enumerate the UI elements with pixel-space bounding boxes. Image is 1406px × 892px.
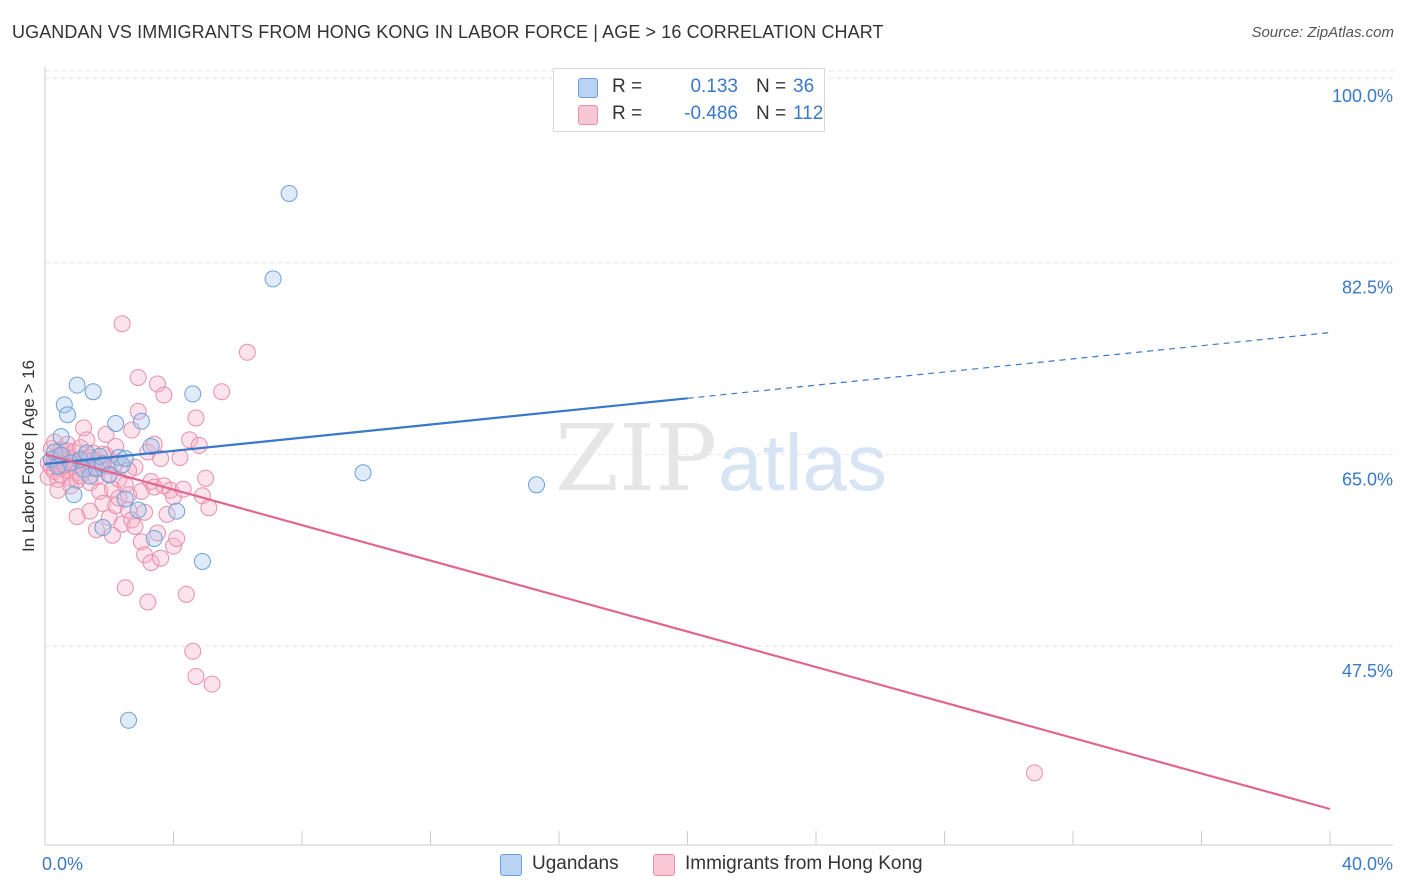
legend-n-label: N = bbox=[756, 103, 787, 124]
point-ugandans bbox=[55, 396, 73, 414]
point-hong-kong bbox=[123, 421, 141, 439]
point-hong-kong bbox=[94, 494, 112, 512]
point-ugandans bbox=[168, 502, 186, 520]
axis-layer: 47.5% 65.0% 82.5% 100.0% bbox=[44, 66, 1393, 846]
legend-r-label: R = bbox=[612, 103, 643, 124]
x-tick-label-min: 0.0% bbox=[42, 854, 83, 874]
trend-line-ugandans bbox=[44, 397, 688, 466]
point-hong-kong bbox=[116, 579, 134, 597]
point-hong-kong bbox=[238, 343, 256, 361]
point-hong-kong bbox=[168, 529, 186, 547]
point-ugandans bbox=[58, 406, 76, 424]
point-hong-kong bbox=[148, 524, 166, 542]
point-hong-kong bbox=[113, 315, 131, 333]
point-hong-kong bbox=[136, 503, 154, 521]
point-ugandans bbox=[94, 519, 112, 537]
point-hong-kong bbox=[190, 436, 208, 454]
point-hong-kong bbox=[68, 508, 86, 526]
point-ugandans bbox=[132, 412, 150, 430]
point-ugandans bbox=[52, 428, 70, 446]
source-credit: Source: ZipAtlas.com bbox=[1251, 24, 1394, 41]
point-hong-kong bbox=[187, 667, 205, 685]
point-hong-kong bbox=[197, 469, 215, 487]
point-ugandans bbox=[84, 383, 102, 401]
point-ugandans bbox=[68, 376, 86, 394]
y-tick-label: 47.5% bbox=[1342, 661, 1393, 681]
point-hong-kong bbox=[139, 593, 157, 611]
point-hong-kong bbox=[155, 386, 173, 404]
point-hong-kong bbox=[129, 368, 147, 386]
point-ugandans bbox=[65, 486, 83, 504]
point-hong-kong bbox=[177, 585, 195, 603]
point-ugandans bbox=[280, 184, 298, 202]
point-ugandans bbox=[145, 529, 163, 547]
legend-swatch-hong-kong bbox=[578, 105, 598, 125]
y-tick-label: 82.5% bbox=[1342, 278, 1393, 298]
point-hong-kong bbox=[132, 533, 150, 551]
legend-r-value: -0.486 bbox=[684, 103, 738, 124]
trend-layer bbox=[44, 331, 1331, 811]
bottom-legend-swatch-ugandans bbox=[500, 854, 522, 876]
point-ugandans bbox=[142, 437, 160, 455]
point-hong-kong bbox=[113, 515, 131, 533]
point-ugandans bbox=[528, 476, 546, 494]
y-tick-label: 100.0% bbox=[1332, 86, 1393, 106]
legend-n-label: N = bbox=[756, 76, 787, 97]
correlation-legend: R = 0.133 N = 36 R = -0.486 N = 112 bbox=[553, 68, 825, 132]
point-hong-kong bbox=[87, 521, 105, 539]
point-hong-kong bbox=[97, 425, 115, 443]
y-axis-title: In Labor Force | Age > 16 bbox=[19, 360, 38, 552]
watermark-zip: ZIP bbox=[555, 405, 717, 512]
point-ugandans bbox=[264, 270, 282, 288]
point-hong-kong bbox=[126, 517, 144, 535]
point-ugandans bbox=[184, 385, 202, 403]
point-ugandans bbox=[354, 464, 372, 482]
bottom-legend-swatch-hong-kong bbox=[653, 854, 675, 876]
point-hong-kong bbox=[129, 402, 147, 420]
point-ugandans bbox=[78, 444, 96, 462]
point-ugandans bbox=[129, 501, 147, 519]
point-ugandans bbox=[120, 711, 138, 729]
point-hong-kong bbox=[1025, 764, 1043, 782]
point-ugandans bbox=[107, 414, 125, 432]
point-hong-kong bbox=[81, 502, 99, 520]
legend-r-value: 0.133 bbox=[690, 76, 738, 97]
point-hong-kong bbox=[152, 450, 170, 468]
legend-n-value: 36 bbox=[793, 76, 815, 97]
point-hong-kong bbox=[142, 554, 160, 572]
point-hong-kong bbox=[200, 499, 218, 517]
trend-line-ugandans-extrapolated bbox=[687, 331, 1331, 399]
point-hong-kong bbox=[158, 505, 176, 523]
y-tick-label: 65.0% bbox=[1342, 469, 1393, 489]
x-tick-label-max: 40.0% bbox=[1342, 854, 1393, 874]
point-ugandans bbox=[116, 490, 134, 508]
point-hong-kong bbox=[213, 383, 231, 401]
point-hong-kong bbox=[203, 675, 221, 693]
legend-n-value: 112 bbox=[793, 103, 824, 124]
point-hong-kong bbox=[152, 549, 170, 567]
point-hong-kong bbox=[184, 642, 202, 660]
point-hong-kong bbox=[181, 431, 199, 449]
points-layer bbox=[39, 184, 1043, 782]
point-ugandans bbox=[116, 450, 134, 468]
point-hong-kong bbox=[103, 480, 121, 498]
bottom-legend-label-hong-kong: Immigrants from Hong Kong bbox=[685, 853, 923, 874]
trend-line-hong-kong bbox=[44, 453, 1331, 811]
bottom-legend-label-ugandans: Ugandans bbox=[532, 853, 619, 874]
point-hong-kong bbox=[148, 375, 166, 393]
watermark-atlas: atlas bbox=[718, 418, 887, 507]
legend-swatch-ugandans bbox=[578, 78, 598, 98]
legend-r-label: R = bbox=[612, 76, 643, 97]
chart-title: UGANDAN VS IMMIGRANTS FROM HONG KONG IN … bbox=[12, 22, 884, 42]
point-hong-kong bbox=[187, 409, 205, 427]
point-ugandans bbox=[193, 552, 211, 570]
zipatlas-watermark: ZIP atlas bbox=[555, 405, 887, 512]
